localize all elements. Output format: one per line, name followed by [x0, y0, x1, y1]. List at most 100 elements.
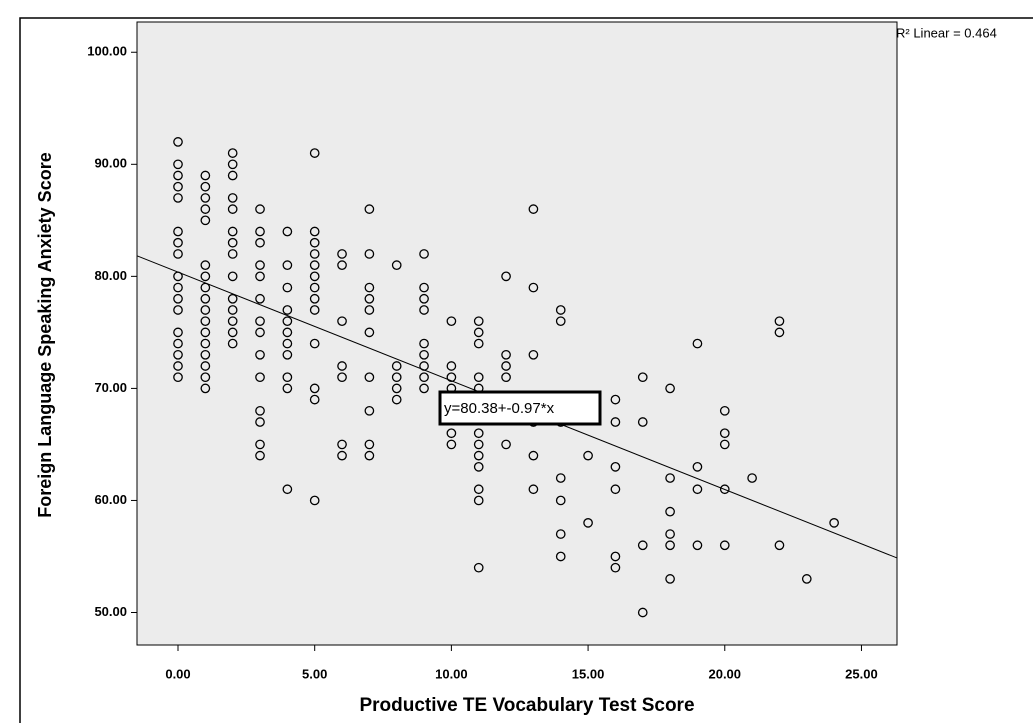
point	[309, 282, 320, 293]
point	[446, 316, 457, 327]
point	[692, 484, 703, 495]
point	[391, 260, 402, 270]
point	[637, 372, 648, 383]
point	[282, 484, 293, 495]
point	[583, 518, 593, 528]
point	[282, 349, 293, 360]
x-tick-label: 5.00	[302, 666, 327, 681]
point	[200, 260, 211, 270]
point	[255, 204, 265, 214]
point	[173, 137, 183, 147]
point	[200, 293, 211, 304]
point	[227, 271, 238, 282]
point	[446, 361, 457, 371]
point	[610, 484, 621, 495]
point	[282, 226, 293, 237]
point	[473, 327, 484, 338]
point	[555, 473, 566, 483]
point	[473, 484, 484, 495]
point	[391, 394, 402, 405]
point	[309, 495, 320, 506]
point	[528, 349, 539, 360]
point	[200, 215, 211, 226]
point	[337, 316, 347, 327]
point	[719, 428, 730, 439]
point	[173, 361, 183, 371]
point	[692, 540, 703, 551]
point	[173, 349, 183, 360]
point	[364, 405, 375, 416]
point	[555, 305, 566, 315]
point	[610, 551, 621, 562]
point	[665, 473, 675, 483]
point	[610, 562, 621, 573]
point	[665, 574, 675, 584]
point	[227, 249, 238, 259]
point	[364, 450, 375, 461]
point	[200, 271, 211, 282]
point	[255, 237, 265, 248]
point	[255, 372, 265, 383]
point	[173, 305, 183, 315]
point	[200, 327, 211, 338]
point	[610, 417, 621, 427]
point	[200, 338, 211, 349]
point	[173, 372, 183, 383]
point	[665, 383, 675, 394]
point	[173, 159, 183, 170]
y-tick-label: 100.00	[87, 44, 127, 59]
point	[200, 181, 211, 192]
point	[309, 383, 320, 394]
point	[364, 282, 375, 293]
point	[719, 439, 730, 450]
point	[555, 495, 566, 506]
point	[583, 450, 593, 461]
point	[637, 417, 648, 427]
point	[637, 540, 648, 551]
point	[255, 405, 265, 416]
x-tick-label: 15.00	[572, 666, 605, 681]
y-tick-label: 70.00	[94, 380, 127, 395]
point	[200, 383, 211, 394]
point	[501, 271, 511, 282]
point	[364, 305, 375, 315]
point	[419, 383, 429, 394]
point	[173, 181, 183, 192]
point	[337, 260, 347, 270]
point	[227, 237, 238, 248]
point	[419, 372, 429, 383]
point	[419, 305, 429, 315]
point	[419, 361, 429, 371]
point	[227, 170, 238, 181]
point	[255, 226, 265, 237]
point	[200, 193, 211, 203]
point	[200, 349, 211, 360]
point	[747, 473, 757, 483]
point	[173, 226, 183, 237]
point	[255, 271, 265, 282]
point	[473, 439, 484, 450]
point	[227, 316, 238, 327]
point	[528, 282, 539, 293]
point	[555, 551, 566, 562]
point	[282, 327, 293, 338]
point	[200, 204, 211, 214]
point	[309, 226, 320, 237]
point	[501, 439, 511, 450]
point	[610, 461, 621, 472]
y-tick-label: 60.00	[94, 492, 127, 507]
point	[282, 338, 293, 349]
point	[337, 439, 347, 450]
y-axis-title: Foreign Language Speaking Anxiety Score	[35, 152, 55, 517]
point	[364, 327, 375, 338]
point	[419, 349, 429, 360]
point	[309, 237, 320, 248]
x-tick-label: 20.00	[708, 666, 741, 681]
point	[200, 282, 211, 293]
fit-label: y=80.38+-0.97*x	[444, 400, 555, 417]
y-tick-label: 90.00	[94, 156, 127, 171]
r2-label: R² Linear = 0.464	[896, 25, 997, 40]
point	[255, 349, 265, 360]
x-axis-title: Productive TE Vocabulary Test Score	[359, 695, 694, 716]
